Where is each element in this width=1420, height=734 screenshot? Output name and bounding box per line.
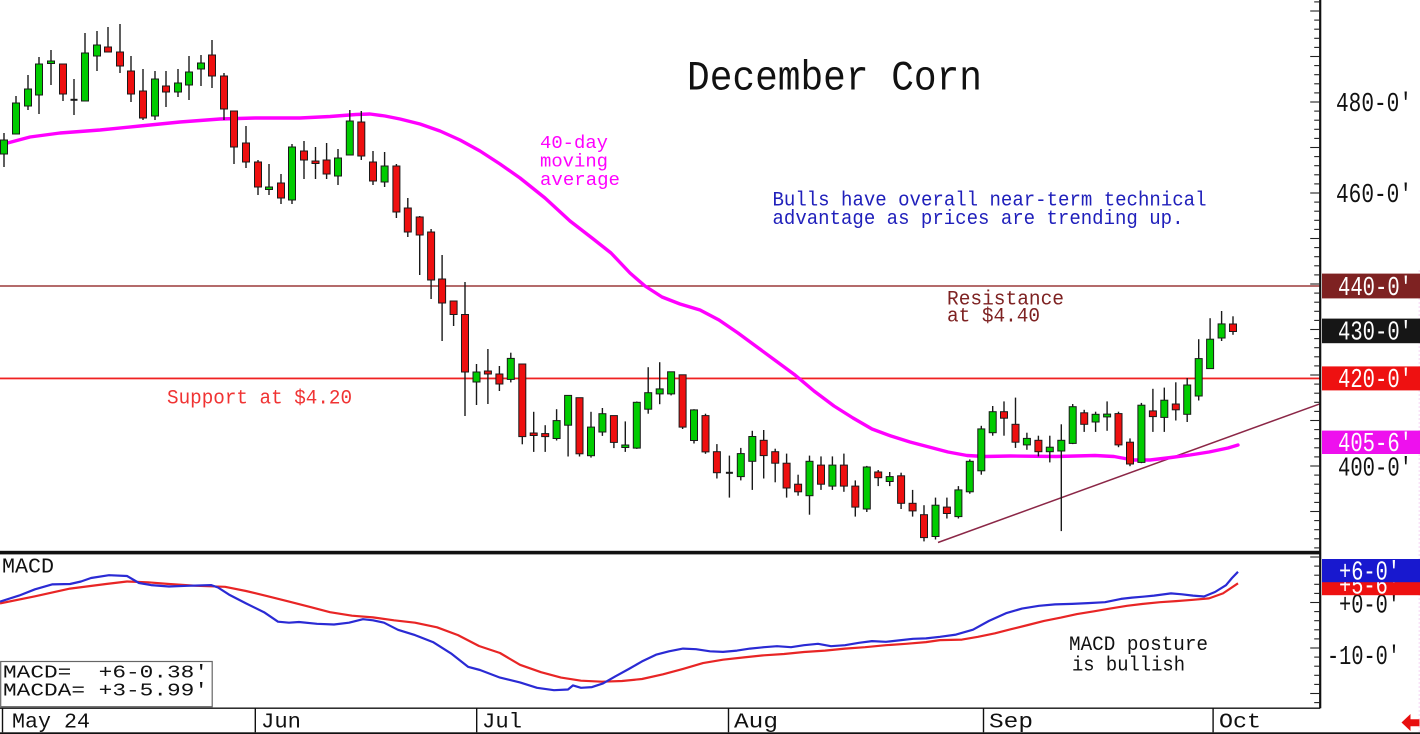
svg-text:Jul: Jul [482, 711, 522, 734]
svg-text:Resistance: Resistance [947, 289, 1064, 312]
svg-text:moving: moving [540, 153, 608, 173]
svg-text:-10-0': -10-0' [1327, 643, 1400, 673]
svg-text:MACD= +6-0.38': MACD= +6-0.38' [3, 664, 208, 684]
svg-text:average: average [540, 171, 620, 191]
svg-text:Bulls have overall near-term t: Bulls have overall near-term technical [773, 190, 1207, 213]
svg-text:Support at $4.20: Support at $4.20 [167, 388, 352, 411]
svg-text:MACD: MACD [2, 557, 54, 580]
svg-text:December Corn: December Corn [687, 55, 982, 103]
svg-text:400-0': 400-0' [1338, 454, 1412, 484]
svg-text:Sep: Sep [989, 711, 1033, 734]
svg-text:460-0': 460-0' [1336, 181, 1412, 211]
svg-text:440-0': 440-0' [1338, 274, 1412, 304]
svg-text:480-0': 480-0' [1336, 90, 1412, 120]
svg-text:Jun: Jun [261, 711, 301, 734]
svg-text:+6-0': +6-0' [1339, 558, 1400, 588]
svg-text:420-0': 420-0' [1338, 366, 1412, 396]
svg-text:at $4.40: at $4.40 [947, 306, 1040, 329]
svg-text:Oct: Oct [1219, 711, 1261, 734]
svg-text:advantage as prices are trendi: advantage as prices are trending up. [773, 208, 1184, 231]
svg-text:405-6': 405-6' [1338, 430, 1412, 460]
svg-text:MACDA= +3-5.99': MACDA= +3-5.99' [3, 682, 208, 702]
svg-text:is bullish: is bullish [1072, 655, 1185, 678]
svg-text:Aug: Aug [734, 711, 778, 734]
svg-text:430-0': 430-0' [1338, 319, 1412, 349]
svg-text:May 24: May 24 [12, 711, 90, 734]
svg-text:+0-0': +0-0' [1339, 591, 1400, 621]
svg-text:MACD posture: MACD posture [1069, 634, 1208, 657]
svg-text:40-day: 40-day [540, 134, 608, 154]
